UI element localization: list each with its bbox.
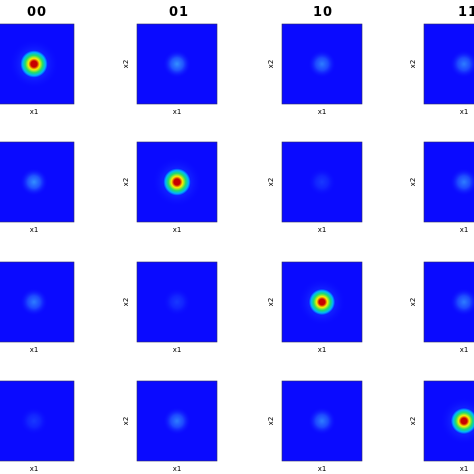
y-axis-label: x2	[122, 60, 130, 69]
gaussian-blob	[450, 168, 474, 196]
y-axis-label: x2	[409, 178, 417, 187]
gaussian-peak	[20, 50, 48, 78]
y-axis-label: x2	[267, 178, 275, 187]
x-axis-label: x1	[318, 465, 327, 473]
gaussian-blob	[450, 50, 474, 78]
y-axis-label: x2	[122, 298, 130, 307]
x-axis-label: x1	[173, 346, 182, 354]
gaussian-peak	[308, 288, 336, 316]
gaussian-blob	[308, 168, 336, 196]
heatmap-panel-r4-c1: x1	[0, 380, 75, 473]
gaussian-blob	[308, 50, 336, 78]
heatmap-panel-r4-c2: x1 x2	[122, 380, 218, 473]
heatmap-panel-r3-c2: x1 x2	[122, 261, 218, 354]
y-axis-label: x2	[122, 178, 130, 187]
gaussian-peak	[450, 407, 474, 435]
x-axis-label: x1	[173, 465, 182, 473]
gaussian-blob	[20, 168, 48, 196]
y-axis-label: x2	[409, 417, 417, 426]
column-title-10: 10	[313, 5, 333, 20]
x-axis-label: x1	[173, 226, 182, 234]
gaussian-blob	[20, 407, 48, 435]
x-axis-label: x1	[30, 226, 39, 234]
gaussian-peak	[163, 168, 191, 196]
column-title-01: 01	[169, 5, 189, 20]
gaussian-blob	[163, 407, 191, 435]
heatmap-panel-r1-c1: x1	[0, 23, 75, 116]
x-axis-label: x1	[460, 465, 469, 473]
x-axis-label: x1	[318, 226, 327, 234]
column-title-11: 11	[458, 5, 474, 20]
y-axis-label: x2	[409, 60, 417, 69]
column-title-00: 00	[27, 5, 47, 20]
y-axis-label: x2	[267, 298, 275, 307]
heatmap-panel-r2-c2: x1 x2	[122, 141, 218, 234]
gaussian-blob	[308, 407, 336, 435]
x-axis-label: x1	[460, 108, 469, 116]
gaussian-blob	[163, 288, 191, 316]
y-axis-label: x2	[267, 417, 275, 426]
gaussian-blob	[450, 288, 474, 316]
x-axis-label: x1	[460, 346, 469, 354]
y-axis-label: x2	[267, 60, 275, 69]
x-axis-label: x1	[30, 465, 39, 473]
heatmap-panel-r2-c3: x1 x2	[267, 141, 363, 234]
heatmap-panel-r3-c4: x1 x2	[409, 261, 474, 354]
x-axis-label: x1	[318, 108, 327, 116]
heatmap-panel-r1-c4: x1 x2	[409, 23, 474, 116]
heatmap-panel-r1-c3: x1 x2	[267, 23, 363, 116]
y-axis-label: x2	[409, 298, 417, 307]
heatmap-panel-r1-c2: x1 x2	[122, 23, 218, 116]
x-axis-label: x1	[318, 346, 327, 354]
heatmap-panel-r4-c3: x1 x2	[267, 380, 363, 473]
x-axis-label: x1	[173, 108, 182, 116]
gaussian-blob	[20, 288, 48, 316]
heatmap-panel-r4-c4: x1 x2	[409, 380, 474, 473]
heatmap-panel-r3-c3: x1 x2	[267, 261, 363, 354]
x-axis-label: x1	[30, 108, 39, 116]
x-axis-label: x1	[460, 226, 469, 234]
heatmap-panel-r2-c1: x1	[0, 141, 75, 234]
heatmap-panel-r2-c4: x1 x2	[409, 141, 474, 234]
y-axis-label: x2	[122, 417, 130, 426]
heatmap-panel-r3-c1: x1	[0, 261, 75, 354]
x-axis-label: x1	[30, 346, 39, 354]
gaussian-blob	[163, 50, 191, 78]
